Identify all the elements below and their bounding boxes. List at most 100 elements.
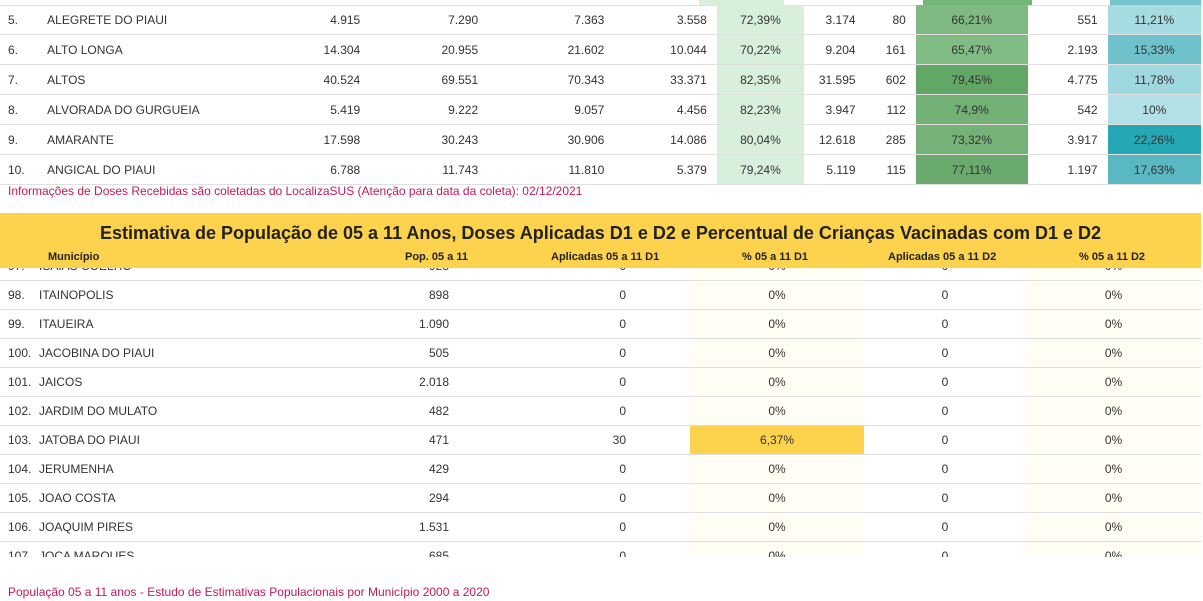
d1-percent-cell: 0% (690, 268, 864, 281)
municipio-name: JARDIM DO MULATO (39, 396, 359, 426)
d2-applied-cell: 0 (864, 309, 1026, 339)
d2-percent-cell: 0% (1026, 454, 1201, 484)
d1-applied-cell: 0 (459, 454, 636, 484)
row-index: 104. (0, 454, 39, 484)
spacer-cell (636, 280, 690, 310)
municipio-name: JAICOS (39, 367, 359, 397)
municipio-table: 97.ISAIAS COELHO92800%00%98.ITAINOPOLIS8… (0, 268, 1201, 557)
d2-applied-cell: 0 (864, 425, 1026, 455)
value-cell: 30.243 (370, 124, 489, 155)
d1-applied-cell: 0 (459, 541, 636, 557)
row-index: 102. (0, 396, 39, 426)
d2-applied-cell: 0 (864, 338, 1026, 368)
d2-percent-cell: 0% (1026, 396, 1201, 426)
spacer-cell (636, 541, 690, 557)
row-index: 97. (0, 268, 39, 281)
header-d1-applied[interactable]: Aplicadas 05 a 11 D1 (551, 251, 660, 263)
d1-percent-cell: 0% (690, 280, 864, 310)
value-cell: 542 (1027, 94, 1108, 125)
value-cell: 3.917 (1027, 124, 1108, 155)
d1-percent-cell: 0% (690, 541, 864, 557)
row-index: 5. (0, 5, 48, 35)
vaccination-summary-table: 5. ALEGRETE DO PIAUI 4.915 7.290 7.363 3.558 7… (0, 5, 1201, 185)
value-cell: 9.204 (804, 34, 866, 65)
value-cell: 70.343 (488, 64, 615, 95)
spacer-cell (636, 309, 690, 339)
value-cell: 5.419 (252, 94, 371, 125)
municipio-name: JATOBA DO PIAUI (39, 425, 359, 455)
percent-cell: 11,78% (1107, 64, 1201, 95)
header-municipio[interactable]: Município (48, 251, 100, 263)
row-index: 6. (0, 34, 48, 65)
value-cell: 7.290 (370, 5, 489, 35)
d1-applied-cell: 0 (459, 309, 636, 339)
row-index: 10. (0, 154, 48, 185)
spacer-cell (636, 338, 690, 368)
d1-applied-cell: 0 (459, 512, 636, 542)
pop-cell: 294 (359, 483, 459, 513)
row-index: 101. (0, 367, 39, 397)
value-cell: 80 (865, 5, 916, 35)
row-index: 107. (0, 541, 39, 557)
value-cell: 14.304 (252, 34, 371, 65)
spacer-cell (636, 425, 690, 455)
row-index: 106. (0, 512, 39, 542)
d1-applied-cell: 0 (459, 367, 636, 397)
pop-cell: 928 (359, 268, 459, 281)
value-cell: 12.618 (804, 124, 866, 155)
pop-cell: 1.531 (359, 512, 459, 542)
value-cell: 9.057 (488, 94, 615, 125)
population-source-note: População 05 a 11 anos - Estudo de Estim… (8, 585, 490, 599)
d1-applied-cell: 0 (459, 268, 636, 281)
table-row: 7. ALTOS 40.524 69.551 70.343 33.371 82,35% 31.… (0, 64, 1201, 95)
header-d1-pct[interactable]: % 05 a 11 D1 (742, 251, 809, 263)
value-cell: 7.363 (488, 5, 615, 35)
pop-cell: 505 (359, 338, 459, 368)
value-cell: 112 (865, 94, 916, 125)
table-row: 105. JOAO COSTA 294 0 0% 0 0% (0, 483, 1201, 513)
header-pop[interactable]: Pop. 05 a 11 (405, 251, 468, 263)
value-cell: 31.595 (804, 64, 866, 95)
table-row: 100. JACOBINA DO PIAUI 505 0 0% 0 0% (0, 338, 1201, 368)
table-row: 106. JOAQUIM PIRES 1.531 0 0% 0 0% (0, 512, 1201, 542)
d1-applied-cell: 0 (459, 338, 636, 368)
d1-applied-cell: 0 (459, 396, 636, 426)
d2-percent-cell: 0% (1026, 268, 1201, 281)
value-cell: 5.379 (614, 154, 717, 185)
d2-percent-cell: 0% (1026, 280, 1201, 310)
d2-percent-cell: 0% (1026, 309, 1201, 339)
municipio-table-scroll[interactable]: 97.ISAIAS COELHO92800%00%98.ITAINOPOLIS8… (0, 268, 1201, 557)
value-cell: 9.222 (370, 94, 489, 125)
d1-applied-cell: 0 (459, 280, 636, 310)
panel-title: Estimativa de População de 05 a 11 Anos,… (99, 223, 1102, 243)
value-cell: 14.086 (614, 124, 717, 155)
d2-applied-cell: 0 (864, 454, 1026, 484)
municipio-name: ANGICAL DO PIAUI (47, 154, 253, 185)
value-cell: 33.371 (614, 64, 717, 95)
spacer-cell (636, 367, 690, 397)
percent-cell: 80,04% (716, 124, 805, 155)
d2-percent-cell: 0% (1026, 367, 1201, 397)
header-d2-pct[interactable]: % 05 a 11 D2 (1079, 251, 1146, 263)
d2-percent-cell: 0% (1026, 512, 1201, 542)
spacer-cell (636, 454, 690, 484)
header-d2-applied[interactable]: Aplicadas 05 a 11 D2 (888, 251, 997, 263)
table-row: 102. JARDIM DO MULATO 482 0 0% 0 0% (0, 396, 1201, 426)
d1-percent-cell: 0% (690, 454, 864, 484)
municipio-name: ALTOS (47, 64, 253, 95)
municipio-name: ITAINOPOLIS (39, 280, 359, 310)
d2-applied-cell: 0 (864, 280, 1026, 310)
percent-cell: 65,47% (915, 34, 1028, 65)
spacer-cell (636, 396, 690, 426)
value-cell: 2.193 (1027, 34, 1108, 65)
value-cell: 551 (1027, 5, 1108, 35)
pop-cell: 1.090 (359, 309, 459, 339)
value-cell: 4.915 (252, 5, 371, 35)
d1-percent-cell: 0% (690, 396, 864, 426)
percent-cell: 82,23% (716, 94, 805, 125)
value-cell: 69.551 (370, 64, 489, 95)
value-cell: 115 (865, 154, 916, 185)
percent-cell: 72,39% (716, 5, 805, 35)
value-cell: 10.044 (614, 34, 717, 65)
value-cell: 161 (865, 34, 916, 65)
